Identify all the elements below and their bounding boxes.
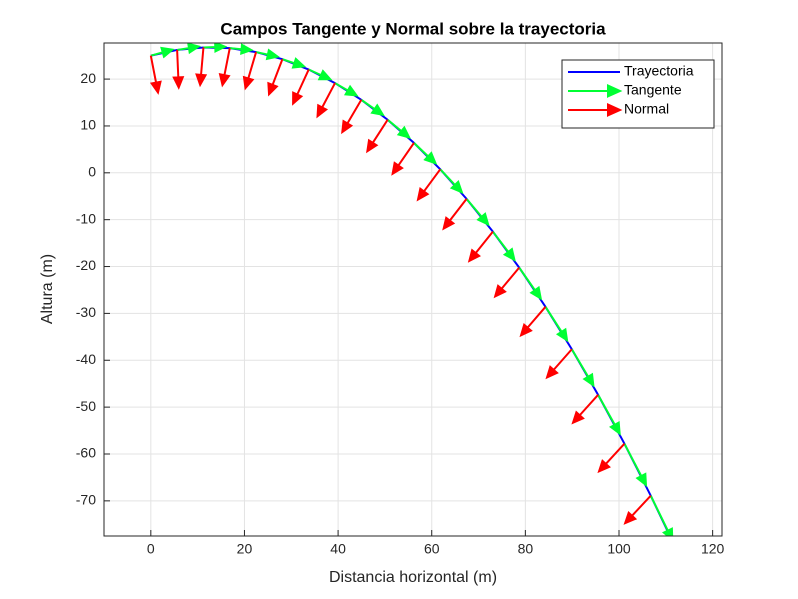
quiver-arrow <box>386 118 412 139</box>
quiver-arrow <box>413 142 438 165</box>
quiver-arrow <box>467 231 494 263</box>
chart-title: Campos Tangente y Normal sobre la trayec… <box>220 19 606 38</box>
legend-swatch <box>568 84 623 98</box>
y-tick-label: 10 <box>80 117 96 133</box>
y-tick-label: -20 <box>76 257 96 273</box>
quiver-arrow <box>623 443 648 488</box>
quiver-arrow <box>571 394 599 425</box>
quiver-arrow <box>218 47 231 88</box>
y-tick-label: -10 <box>76 210 96 226</box>
quiver-arrow <box>597 443 626 474</box>
x-tick-label: 60 <box>424 541 440 557</box>
quiver-arrow <box>442 198 468 231</box>
quiver-arrow <box>570 348 595 388</box>
x-tick-label: 20 <box>237 541 253 557</box>
quiver-arrow <box>172 49 185 90</box>
x-tick-label: 80 <box>518 541 534 557</box>
quiver-arrow <box>282 57 307 69</box>
axes-box <box>103 42 723 537</box>
legend-label: Trayectoria <box>624 63 694 79</box>
ticks: 0 20 40 60 80 100 120 -70 -60 -50 -40 -30 -20 -10 0 10 2… <box>76 70 725 557</box>
quiver-arrow <box>176 43 202 55</box>
quiver-arrow <box>255 48 280 61</box>
quiver-arrow <box>150 46 175 59</box>
legend-swatch <box>568 103 623 117</box>
quiver-arrow <box>492 231 516 262</box>
quiver-arrow <box>519 306 547 338</box>
legend-label: Tangente <box>624 82 682 98</box>
y-tick-label: -40 <box>76 351 96 367</box>
quiver-arrow <box>203 43 228 53</box>
x-tick-label: 100 <box>607 541 631 557</box>
y-tick-label: -60 <box>76 445 96 461</box>
quiver-arrow <box>416 168 442 202</box>
quiver-arrow <box>229 43 254 56</box>
y-tick-label: -30 <box>76 304 96 320</box>
y-tick-label: -50 <box>76 398 96 414</box>
quiver-arrow <box>439 168 464 194</box>
quiver-arrow <box>366 119 389 154</box>
quiver-arrow <box>292 69 310 106</box>
quiver-arrow <box>623 495 652 525</box>
quiver-arrow <box>597 394 621 436</box>
quiver-arrow <box>308 68 333 81</box>
quiver-arrow <box>149 55 162 95</box>
x-tick-label: 40 <box>330 541 346 557</box>
y-tick-label: 20 <box>80 70 96 86</box>
quiver-arrow <box>649 495 674 536</box>
quiver-arrow <box>195 47 208 88</box>
quiver-arrow <box>334 82 359 97</box>
y-axis-label: Altura (m) <box>39 254 56 324</box>
quiver-arrow <box>544 306 569 343</box>
quiver-arrow <box>391 142 415 176</box>
y-tick-label: 0 <box>88 164 96 180</box>
y-tick-label: -70 <box>76 492 96 508</box>
legend: Trayectoria Tangente Normal <box>561 59 715 129</box>
x-tick-label: 0 <box>147 541 155 557</box>
quiver-arrow <box>518 267 543 301</box>
quiver-arrow <box>465 198 490 227</box>
quiver-arrow <box>360 98 385 117</box>
quiver-arrow <box>267 58 284 97</box>
x-tick-label: 120 <box>701 541 725 557</box>
legend-label: Normal <box>624 101 669 117</box>
marks <box>149 43 674 536</box>
quiver-arrow <box>341 99 363 135</box>
quiver-arrow <box>242 51 258 91</box>
quiver-arrow <box>545 348 573 380</box>
quiver-arrow <box>493 266 520 299</box>
x-axis-label: Distancia horizontal (m) <box>329 569 497 586</box>
quiver-arrow <box>316 82 336 119</box>
